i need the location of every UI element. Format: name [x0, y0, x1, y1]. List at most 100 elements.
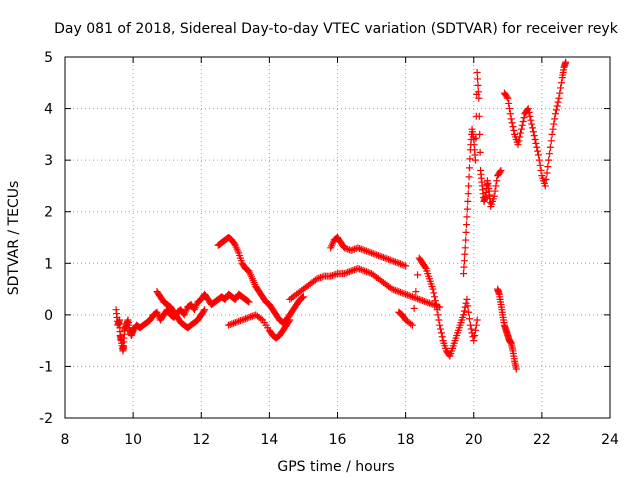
data-point-interp — [542, 175, 550, 183]
data-point — [548, 130, 556, 138]
data-point-interp — [462, 236, 470, 244]
data-point-interp — [359, 266, 367, 274]
data-point-interp — [386, 256, 394, 264]
data-point — [528, 120, 536, 128]
data-point — [388, 285, 396, 293]
data-point-interp — [414, 271, 422, 279]
data-point — [461, 244, 469, 252]
data-point-interp — [552, 106, 560, 114]
data-point — [402, 262, 410, 270]
data-point-interp — [344, 268, 352, 276]
data-point-interp — [529, 124, 537, 132]
data-point — [361, 267, 369, 275]
data-point-interp — [243, 314, 251, 322]
data-point-interp — [427, 300, 435, 308]
data-point-interp — [298, 294, 306, 302]
data-point-interp — [349, 266, 357, 274]
data-point-interp — [410, 293, 418, 301]
data-point-interp — [226, 321, 234, 329]
data-point-interp — [546, 143, 554, 151]
series-cluster-arc-b — [327, 234, 410, 270]
data-point-interp — [364, 248, 372, 256]
data-point-interp — [420, 297, 428, 305]
y-tick-label: -2 — [39, 411, 53, 427]
data-point-interp — [410, 304, 418, 312]
data-point-interp — [543, 169, 551, 177]
data-point-interp — [412, 294, 420, 302]
data-point-interp — [557, 79, 565, 87]
data-point-interp — [520, 114, 528, 122]
data-point — [388, 257, 396, 265]
data-point — [368, 249, 376, 257]
data-point — [473, 68, 481, 76]
data-point-interp — [366, 248, 374, 256]
chart-title: Day 081 of 2018, Sidereal Day-to-day VTE… — [54, 21, 619, 37]
series-cluster-mid — [286, 264, 444, 311]
x-tick-label: 10 — [124, 432, 142, 448]
data-point-interp — [362, 247, 370, 255]
data-point-interp — [417, 296, 425, 304]
data-point-interp — [557, 84, 565, 92]
series-cluster-18-20 — [395, 254, 481, 360]
data-point-interp — [460, 263, 468, 271]
data-point — [354, 244, 362, 252]
y-ticks: -2 -1 0 1 2 3 4 5 — [39, 50, 610, 427]
data-point — [415, 295, 423, 303]
data-point — [374, 252, 382, 260]
data-point-interp — [235, 317, 243, 325]
data-point-interp — [425, 299, 433, 307]
data-point — [245, 298, 253, 306]
data-point-interp — [475, 112, 483, 120]
data-point — [497, 166, 505, 174]
data-point — [408, 293, 416, 301]
data-point-interp — [383, 255, 391, 263]
data-point-interp — [467, 325, 475, 333]
data-point — [354, 264, 362, 272]
x-tick-label: 18 — [397, 432, 415, 448]
data-point-interp — [460, 307, 468, 315]
y-tick-label: 2 — [44, 205, 53, 221]
data-point-interp — [397, 288, 405, 296]
data-point-interp — [463, 221, 471, 229]
data-point-interp — [398, 289, 406, 297]
data-point — [512, 365, 520, 373]
data-point-interp — [431, 301, 439, 309]
data-point-interp — [492, 182, 500, 190]
data-point-interp — [509, 123, 517, 131]
data-point-interp — [462, 228, 470, 236]
data-point-interp — [554, 98, 562, 106]
data-point-interp — [474, 75, 482, 83]
data-point-interp — [351, 245, 359, 253]
data-point-interp — [373, 251, 381, 259]
data-point-interp — [534, 147, 542, 155]
data-point — [422, 298, 430, 306]
data-point — [347, 246, 355, 254]
data-point — [395, 259, 403, 267]
data-point — [473, 316, 481, 324]
data-point-interp — [551, 115, 559, 123]
series-cluster-rise — [460, 68, 505, 278]
data-point-interp — [510, 126, 518, 134]
data-point-interp — [230, 240, 238, 248]
data-point — [531, 136, 539, 144]
data-point-interp — [330, 271, 338, 279]
data-point-interp — [471, 331, 479, 339]
data-point — [402, 290, 410, 298]
data-point-interp — [465, 173, 473, 181]
data-point-interp — [553, 102, 561, 110]
data-point — [299, 293, 307, 301]
data-point-interp — [525, 108, 533, 116]
data-point — [463, 213, 471, 221]
data-point-interp — [544, 163, 552, 171]
data-point-interp — [491, 187, 499, 195]
data-point-interp — [250, 312, 258, 320]
data-point-interp — [433, 306, 441, 314]
data-point — [524, 105, 532, 113]
data-point-interp — [465, 164, 473, 172]
data-point — [541, 182, 549, 190]
data-point-interp — [469, 333, 477, 341]
data-points — [112, 58, 570, 373]
data-point-interp — [476, 148, 484, 156]
data-point — [470, 337, 478, 345]
